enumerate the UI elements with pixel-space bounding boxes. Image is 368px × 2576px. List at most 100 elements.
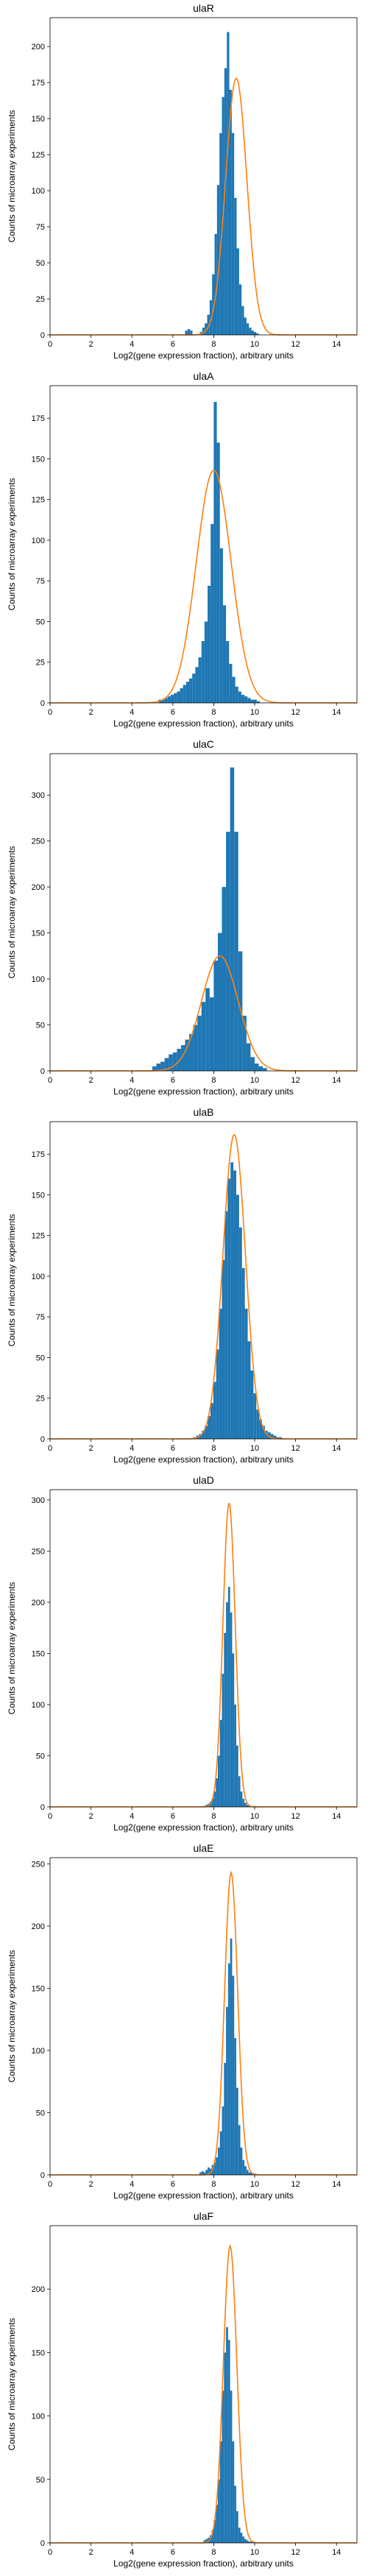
y-tick-label: 150 bbox=[32, 1191, 45, 1200]
histogram-bar bbox=[270, 1434, 274, 1439]
y-tick-label: 0 bbox=[40, 2171, 45, 2180]
x-tick-label: 14 bbox=[332, 1812, 341, 1821]
x-tick-label: 4 bbox=[130, 2548, 134, 2557]
histogram-bar bbox=[213, 2519, 216, 2543]
y-tick-label: 100 bbox=[32, 1273, 45, 1281]
histogram-bar bbox=[227, 1587, 230, 1807]
histogram-bar bbox=[205, 2538, 208, 2543]
y-tick-label: 200 bbox=[32, 883, 45, 892]
histogram-bar bbox=[238, 2527, 241, 2543]
histogram-bar bbox=[203, 2540, 206, 2543]
y-tick-label: 75 bbox=[36, 577, 45, 586]
histogram-bar bbox=[256, 333, 259, 335]
histogram-bar bbox=[263, 1068, 267, 1071]
histogram-bar bbox=[267, 1432, 271, 1439]
histogram-bar bbox=[180, 1045, 185, 1071]
histogram-bar bbox=[222, 1674, 224, 1807]
histogram-bar bbox=[219, 2441, 222, 2543]
x-tick-label: 12 bbox=[291, 340, 300, 349]
gaussian-fit-line bbox=[50, 1133, 357, 1440]
x-tick-label: 6 bbox=[171, 340, 175, 349]
histogram-bar bbox=[177, 1049, 181, 1071]
histogram-bar bbox=[213, 402, 217, 703]
x-tick-label: 8 bbox=[211, 2548, 216, 2557]
histogram-bar bbox=[217, 2147, 220, 2175]
histogram-bar bbox=[161, 699, 165, 703]
histogram-bar bbox=[250, 699, 254, 703]
x-tick-label: 10 bbox=[250, 1812, 259, 1821]
y-axis-label: Counts of microarray experiments bbox=[7, 1214, 17, 1346]
histogram-bar bbox=[156, 1064, 161, 1071]
chart-ular: ulaR 0 2 4 6 8 10 12 14 0 25 50 75 100 125 150 175 200 Log… bbox=[7, 2, 358, 361]
histogram-bar bbox=[241, 1267, 245, 1439]
histogram-bar bbox=[205, 323, 208, 335]
histogram-bar bbox=[213, 1791, 216, 1807]
y-tick-label: 150 bbox=[32, 455, 45, 464]
x-tick-label: 6 bbox=[171, 2548, 175, 2557]
histogram-bar bbox=[244, 696, 248, 703]
x-tick-label: 10 bbox=[250, 2548, 259, 2557]
x-tick-label: 4 bbox=[130, 708, 134, 717]
y-tick-label: 0 bbox=[40, 331, 45, 340]
y-tick-label: 200 bbox=[32, 2285, 45, 2294]
x-tick-label: 4 bbox=[130, 1076, 134, 1085]
histogram-bar bbox=[240, 1791, 243, 1807]
chart-ulaa: ulaA 0 2 4 6 8 10 12 14 0 25 50 75 100 125 150 175 Log2(g… bbox=[7, 370, 358, 729]
histogram-bar bbox=[232, 1653, 235, 1807]
y-tick-label: 150 bbox=[32, 1984, 45, 1993]
histogram-bar bbox=[248, 2172, 251, 2175]
axes-frame bbox=[49, 2225, 358, 2544]
x-tick-label: 8 bbox=[211, 2180, 216, 2189]
y-tick-label: 75 bbox=[36, 223, 45, 232]
histogram-bar bbox=[236, 1745, 238, 1807]
x-tick-label: 6 bbox=[171, 708, 175, 717]
histogram-bar bbox=[236, 2510, 238, 2543]
histogram-bar bbox=[216, 2505, 218, 2543]
histogram-bar bbox=[250, 2172, 253, 2175]
y-tick-label: 125 bbox=[32, 1232, 45, 1241]
y-tick-label: 250 bbox=[32, 1547, 45, 1556]
x-tick-label: 12 bbox=[291, 2548, 300, 2557]
histogram-bar bbox=[241, 305, 244, 335]
histogram-bar bbox=[256, 701, 260, 703]
x-tick-label: 0 bbox=[48, 1444, 52, 1453]
histogram-bar bbox=[244, 317, 247, 335]
histogram-bar bbox=[201, 641, 205, 703]
histogram-bar bbox=[244, 1802, 247, 1807]
histogram-bar bbox=[273, 1435, 277, 1439]
y-tick-label: 50 bbox=[36, 1022, 45, 1030]
histogram-bar bbox=[189, 1034, 194, 1071]
y-tick-label: 0 bbox=[40, 699, 45, 708]
y-tick-label: 50 bbox=[36, 2476, 45, 2485]
x-tick-label: 8 bbox=[211, 1812, 216, 1821]
histogram-bar bbox=[217, 2479, 220, 2543]
histogram-bar bbox=[219, 1309, 222, 1439]
x-tick-label: 12 bbox=[291, 1812, 300, 1821]
histogram-bar bbox=[197, 1016, 202, 1071]
histogram-bar bbox=[227, 2340, 230, 2543]
x-axis-label: Log2(gene expression fraction), arbitrar… bbox=[113, 1086, 294, 1097]
histogram-bar bbox=[227, 1963, 230, 2175]
histogram-bar bbox=[219, 132, 222, 335]
gaussian-fit-line bbox=[50, 77, 357, 336]
histogram-bar bbox=[246, 2170, 249, 2175]
histogram-bar bbox=[210, 523, 214, 703]
x-tick-label: 8 bbox=[211, 708, 216, 717]
histogram-bar bbox=[236, 1195, 239, 1439]
histogram-bar bbox=[230, 1612, 233, 1807]
y-tick-label: 100 bbox=[32, 537, 45, 545]
y-tick-label: 175 bbox=[32, 414, 45, 423]
histogram-bar bbox=[246, 2540, 249, 2543]
y-tick-label: 25 bbox=[36, 659, 45, 668]
x-tick-label: 14 bbox=[332, 1076, 341, 1085]
y-tick-label: 100 bbox=[32, 187, 45, 196]
histogram-bar bbox=[234, 1704, 236, 1807]
histogram-bar bbox=[234, 2038, 236, 2175]
y-tick-label: 200 bbox=[32, 1599, 45, 1607]
x-axis-label: Log2(gene expression fraction), arbitrar… bbox=[113, 718, 294, 729]
histogram-bar bbox=[213, 960, 218, 1071]
histogram-bar bbox=[217, 933, 222, 1071]
axes-frame bbox=[49, 385, 358, 704]
histogram-bar bbox=[224, 1632, 227, 1807]
histogram-bar bbox=[185, 1039, 190, 1071]
